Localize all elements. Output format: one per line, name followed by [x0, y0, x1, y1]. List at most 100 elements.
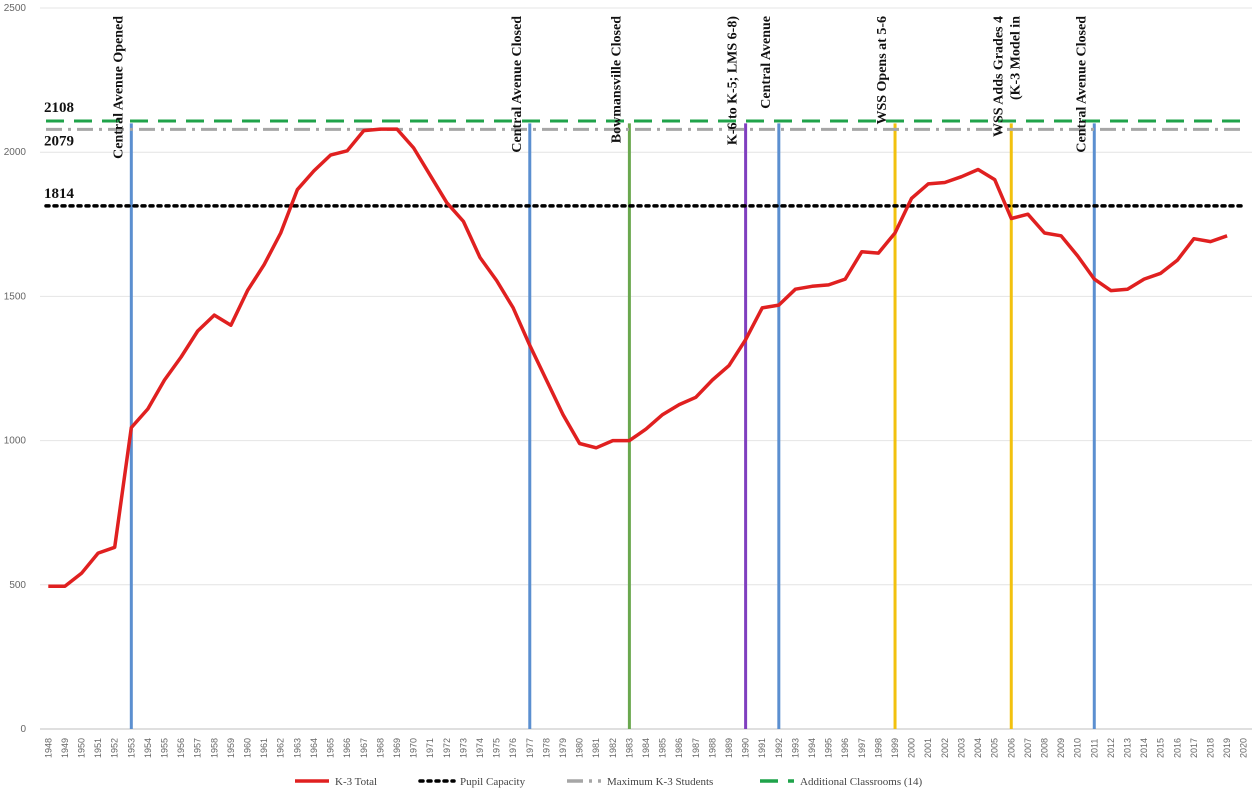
x-tick-2010: 2010 — [1073, 738, 1083, 758]
x-tick-1994: 1994 — [807, 738, 817, 758]
x-tick-2018: 2018 — [1205, 738, 1215, 758]
x-tick-2008: 2008 — [1039, 738, 1049, 758]
x-tick-1984: 1984 — [641, 738, 651, 758]
y-tick-500: 500 — [9, 580, 26, 591]
x-tick-1992: 1992 — [774, 738, 784, 758]
x-tick-1958: 1958 — [209, 738, 219, 758]
x-tick-1972: 1972 — [442, 738, 452, 758]
x-tick-1980: 1980 — [575, 738, 585, 758]
x-tick-2001: 2001 — [923, 738, 933, 758]
x-tick-1952: 1952 — [110, 738, 120, 758]
x-tick-2005: 2005 — [990, 738, 1000, 758]
x-tick-1950: 1950 — [77, 738, 87, 758]
event-markers — [129, 123, 1096, 729]
x-tick-1977: 1977 — [525, 738, 535, 758]
x-tick-1961: 1961 — [259, 738, 269, 758]
x-tick-1976: 1976 — [508, 738, 518, 758]
x-tick-1979: 1979 — [558, 738, 568, 758]
x-tick-1989: 1989 — [724, 738, 734, 758]
x-tick-1953: 1953 — [126, 738, 136, 758]
x-tick-1951: 1951 — [93, 738, 103, 758]
reference-lines — [44, 119, 1248, 208]
x-tick-1957: 1957 — [193, 738, 203, 758]
event-label-1977: Central Avenue Closed — [510, 16, 525, 153]
x-tick-1991: 1991 — [757, 738, 767, 758]
x-tick-1973: 1973 — [458, 738, 468, 758]
x-tick-1975: 1975 — [492, 738, 502, 758]
x-tick-1965: 1965 — [326, 738, 336, 758]
x-tick-1988: 1988 — [707, 738, 717, 758]
x-tick-1995: 1995 — [824, 738, 834, 758]
reference-value-2079: 2079 — [44, 133, 74, 149]
x-tick-1962: 1962 — [276, 738, 286, 758]
event-label-1953: Central Avenue Opened — [111, 16, 126, 159]
event-label-2006: WSS Adds Grades 4 — [991, 16, 1006, 137]
event-label-1992: Central Avenue — [759, 16, 774, 109]
y-tick-2000: 2000 — [4, 147, 27, 158]
legend-label-pupil-capacity: Pupil Capacity — [460, 776, 526, 788]
x-tick-2012: 2012 — [1106, 738, 1116, 758]
x-tick-2011: 2011 — [1089, 739, 1099, 758]
legend-label-maximum-k-3-students: Maximum K-3 Students — [607, 776, 713, 788]
reference-value-1814: 1814 — [44, 186, 75, 202]
y-tick-1000: 1000 — [4, 436, 27, 447]
x-tick-1971: 1971 — [425, 738, 435, 758]
x-tick-1955: 1955 — [160, 738, 170, 758]
x-tick-2007: 2007 — [1023, 738, 1033, 758]
x-tick-2014: 2014 — [1139, 738, 1149, 758]
x-tick-1978: 1978 — [541, 738, 551, 758]
x-tick-2015: 2015 — [1156, 738, 1166, 758]
x-tick-1981: 1981 — [591, 738, 601, 758]
x-tick-1968: 1968 — [375, 738, 385, 758]
x-tick-1956: 1956 — [176, 738, 186, 758]
x-tick-1999: 1999 — [890, 738, 900, 758]
x-tick-1959: 1959 — [226, 738, 236, 758]
x-tick-1993: 1993 — [790, 738, 800, 758]
x-tick-1964: 1964 — [309, 738, 319, 758]
x-tick-2019: 2019 — [1222, 738, 1232, 758]
y-tick-0: 0 — [20, 724, 26, 735]
x-tick-1982: 1982 — [608, 738, 618, 758]
x-tick-2017: 2017 — [1189, 738, 1199, 758]
x-tick-2004: 2004 — [973, 738, 983, 758]
event-label-1990: K-6 to K-5; LMS 6-8) — [726, 16, 741, 145]
x-tick-2002: 2002 — [940, 738, 950, 758]
x-tick-1969: 1969 — [392, 738, 402, 758]
event-label-2006-line2: (K-3 Model in — [1008, 16, 1023, 100]
y-axis: 0 500 1000 1500 2000 2500 — [4, 3, 27, 735]
x-tick-2020: 2020 — [1239, 738, 1249, 758]
x-tick-1948: 1948 — [43, 738, 53, 758]
x-tick-2013: 2013 — [1122, 738, 1132, 758]
x-tick-2016: 2016 — [1172, 738, 1182, 758]
series-lines — [48, 127, 1228, 588]
gridlines — [40, 7, 1252, 730]
x-tick-1949: 1949 — [60, 738, 70, 758]
x-tick-1998: 1998 — [873, 738, 883, 758]
x-tick-1970: 1970 — [409, 738, 419, 758]
x-tick-1987: 1987 — [691, 738, 701, 758]
x-tick-1990: 1990 — [741, 738, 751, 758]
x-tick-1954: 1954 — [143, 738, 153, 758]
x-tick-1985: 1985 — [658, 738, 668, 758]
event-label-1983: Bowmansville Closed — [609, 16, 624, 143]
event-label-2011: Central Avenue Closed — [1074, 16, 1089, 153]
x-tick-1974: 1974 — [475, 738, 485, 758]
x-tick-1996: 1996 — [840, 738, 850, 758]
legend-label-additional-classrooms-14: Additional Classrooms (14) — [800, 776, 923, 788]
x-tick-1966: 1966 — [342, 738, 352, 758]
legend: K-3 Total Pupil Capacity Maximum K-3 Stude… — [295, 776, 923, 788]
x-tick-1997: 1997 — [857, 738, 867, 758]
x-tick-1967: 1967 — [359, 738, 369, 758]
reference-value-2108: 2108 — [44, 100, 74, 116]
y-tick-1500: 1500 — [4, 291, 27, 302]
x-tick-2006: 2006 — [1006, 738, 1016, 758]
legend-label-k-3-total: K-3 Total — [335, 776, 377, 788]
x-tick-2003: 2003 — [956, 738, 966, 758]
annotation-labels: Central Avenue Opened Central Avenue Clos… — [44, 16, 1089, 202]
event-label-1999: WSS Opens at 5-6 — [875, 16, 890, 125]
k-3-total-line — [48, 127, 1228, 588]
y-tick-2500: 2500 — [4, 3, 27, 14]
x-tick-2009: 2009 — [1056, 738, 1066, 758]
x-tick-1963: 1963 — [292, 738, 302, 758]
x-tick-1983: 1983 — [624, 738, 634, 758]
